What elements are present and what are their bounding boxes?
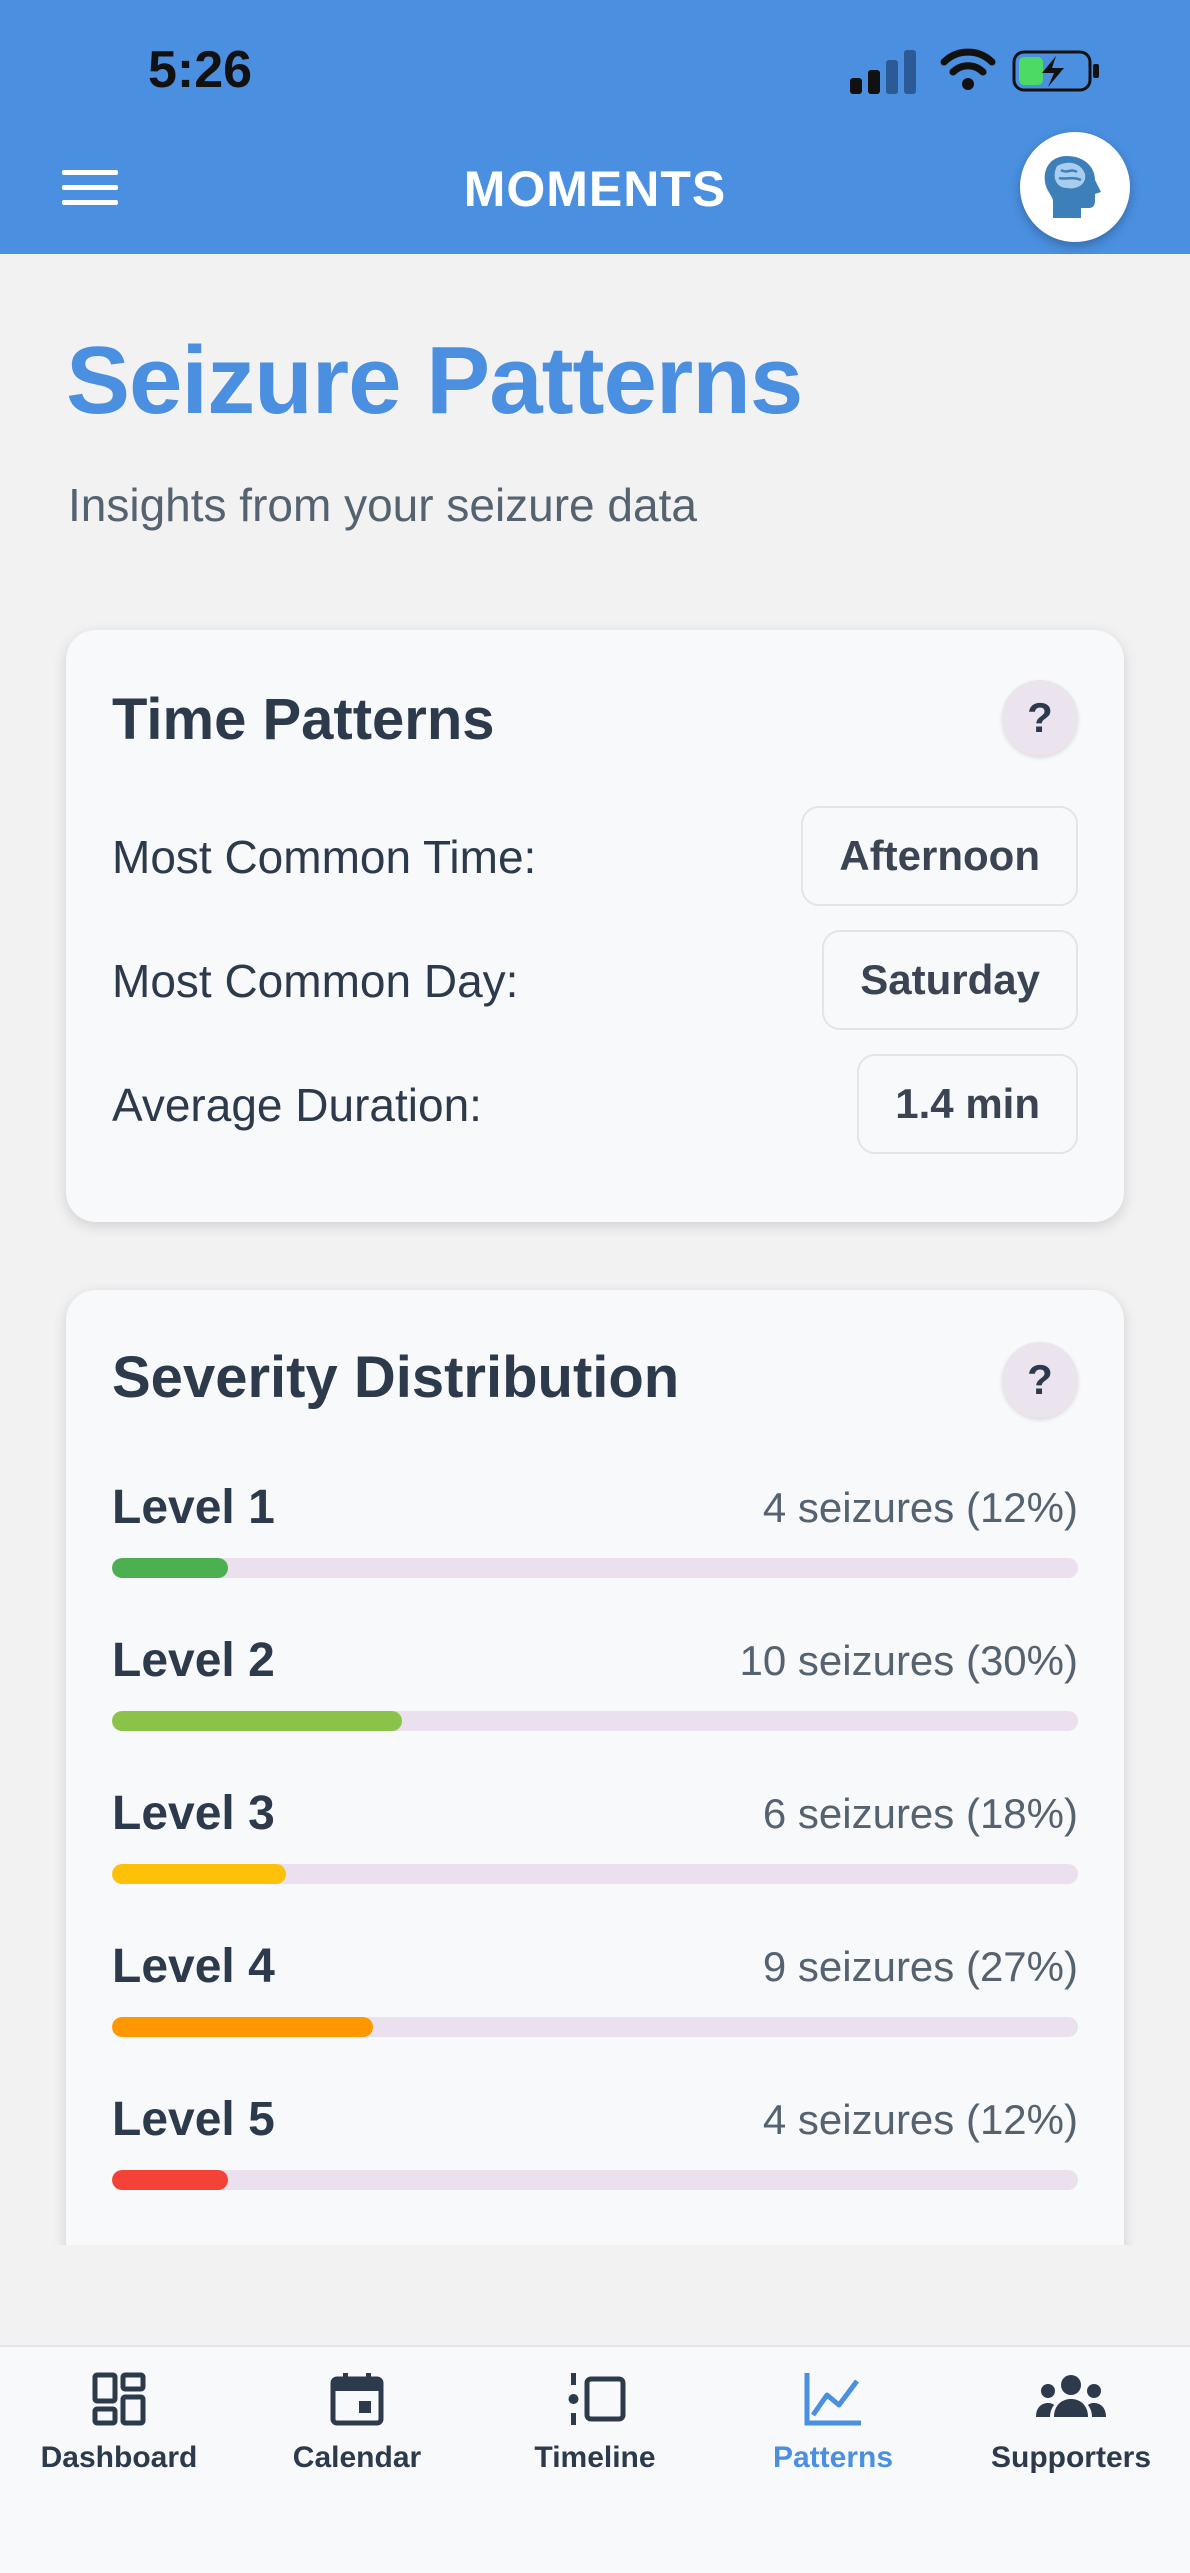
status-time: 5:26 (148, 41, 253, 99)
time-patterns-card: Time Patterns ? Most Common Time: Aftern… (66, 630, 1124, 1222)
most-common-day-label: Most Common Day: (112, 955, 519, 1007)
average-duration-value: 1.4 min (857, 1054, 1078, 1154)
severity-level-track (112, 1558, 1078, 1578)
battery-charging-icon (1012, 50, 1099, 92)
tab-timeline-label: Timeline (534, 2441, 656, 2474)
tab-calendar[interactable]: Calendar (238, 2347, 476, 2527)
calendar-icon (330, 2373, 384, 2426)
severity-level-track (112, 2170, 1078, 2190)
most-common-day-value: Saturday (822, 930, 1078, 1030)
wifi-icon (940, 48, 996, 90)
app-header: 5:26 MOMENTS (0, 0, 1190, 254)
people-icon (1036, 2375, 1106, 2417)
page-title: Seizure Patterns (66, 327, 803, 434)
tab-supporters-label: Supporters (990, 2441, 1152, 2474)
bottom-tab-bar: Dashboard Calendar Timeline Patterns (0, 2345, 1190, 2573)
severity-distribution-card: Severity Distribution ? Level 1 4 seizure… (66, 1290, 1124, 2330)
severity-level-label: Level 3 (112, 1787, 275, 1840)
page-subtitle: Insights from your seizure data (68, 479, 697, 531)
tab-supporters[interactable]: Supporters (952, 2347, 1190, 2527)
severity-level-count: 4 seizures (12%) (762, 1484, 1078, 1531)
average-duration-label: Average Duration: (112, 1079, 482, 1131)
severity-level-count: 9 seizures (27%) (762, 1943, 1078, 1990)
dashboard-icon (92, 2372, 146, 2426)
content-scroll-edge (0, 2245, 1190, 2345)
most-common-time-label: Most Common Time: (112, 831, 537, 883)
severity-level-label: Level 5 (112, 2093, 275, 2146)
tab-timeline[interactable]: Timeline (476, 2347, 714, 2527)
severity-level-label: Level 2 (112, 1634, 275, 1687)
severity-level-bar (112, 2017, 373, 2037)
severity-distribution-title: Severity Distribution (112, 1345, 680, 1410)
profile-avatar[interactable] (1020, 132, 1130, 242)
app-title: MOMENTS (463, 161, 727, 217)
chart-icon (804, 2373, 861, 2426)
most-common-time-value: Afternoon (801, 806, 1078, 906)
tab-dashboard[interactable]: Dashboard (0, 2347, 238, 2527)
severity-level-count: 10 seizures (30%) (739, 1637, 1078, 1684)
severity-level-track (112, 2017, 1078, 2037)
tab-dashboard-label: Dashboard (40, 2441, 198, 2474)
severity-level-track (112, 1711, 1078, 1731)
severity-level-count: 6 seizures (18%) (762, 1790, 1078, 1837)
severity-level-bar (112, 1864, 286, 1884)
tab-patterns-label: Patterns (772, 2441, 894, 2474)
time-patterns-help-button[interactable]: ? (1002, 680, 1078, 756)
timeline-icon (568, 2373, 626, 2425)
brain-head-icon (1044, 156, 1101, 218)
severity-level-bar (112, 2170, 228, 2190)
severity-level-label: Level 4 (112, 1940, 275, 1993)
time-patterns-title: Time Patterns (112, 687, 495, 752)
severity-help-button[interactable]: ? (1002, 1342, 1078, 1418)
severity-level-count: 4 seizures (12%) (762, 2096, 1078, 2143)
tab-calendar-label: Calendar (292, 2441, 422, 2474)
severity-level-bar (112, 1711, 402, 1731)
severity-level-label: Level 1 (112, 1481, 275, 1534)
severity-level-bar (112, 1558, 228, 1578)
tab-patterns[interactable]: Patterns (714, 2347, 952, 2527)
menu-button[interactable] (62, 170, 118, 210)
severity-level-track (112, 1864, 1078, 1884)
